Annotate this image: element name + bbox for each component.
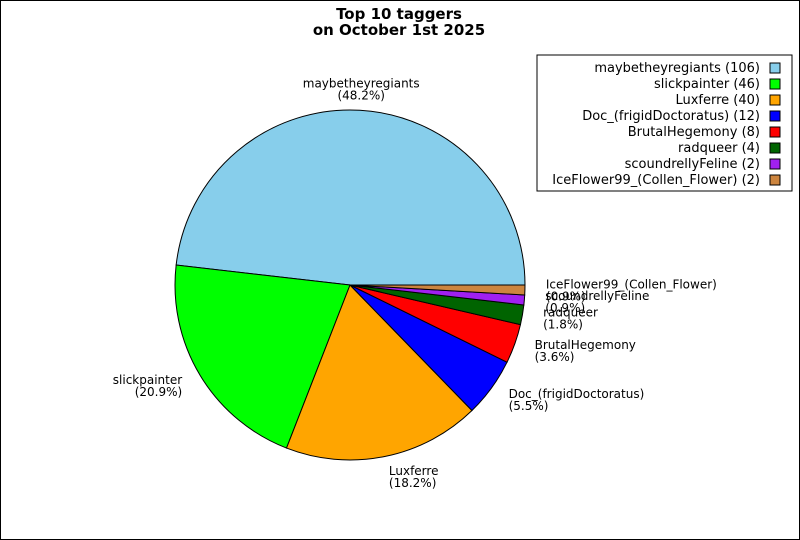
legend-label-scoundrellyfeline: scoundrellyFeline (2) xyxy=(625,157,760,172)
pie-slice-luxferre xyxy=(285,284,473,461)
legend-swatch-radqueer xyxy=(769,142,781,154)
legend-label-iceflower99-collen-flower: IceFlower99_(Collen_Flower) (2) xyxy=(552,173,760,188)
pie-slice-slickpainter xyxy=(174,264,351,449)
legend-swatch-maybetheyregiants xyxy=(769,62,781,74)
pie-slice-maybetheyregiants xyxy=(175,109,526,286)
slice-percent-brutalhegemony: (3.6%) xyxy=(535,350,575,364)
legend-label-radqueer: radqueer (4) xyxy=(678,141,760,156)
slice-label-radqueer: radqueer xyxy=(543,305,598,319)
slice-label-iceflower99-collen-flower: IceFlower99_(Collen_Flower) xyxy=(546,278,717,292)
slice-label-slickpainter: slickpainter xyxy=(113,373,182,387)
slice-percent-scoundrellyfeline: (0.9%) xyxy=(545,301,585,315)
slice-labels: maybetheyregiants(48.2%) slickpainter(20.… xyxy=(113,76,717,490)
pie-slice-iceflower99-collen-flower xyxy=(349,284,526,296)
slice-percent-doc-frigiddoctoratus: (5.5%) xyxy=(509,399,549,413)
slice-label-maybetheyregiants: maybetheyregiants xyxy=(303,76,420,90)
slice-label-scoundrellyfeline: scoundrellyFeline xyxy=(545,289,649,303)
legend: maybetheyregiants (106)slickpainter (46)… xyxy=(536,54,793,192)
slice-label-doc-frigiddoctoratus: Doc_(frigidDoctoratus) xyxy=(509,387,645,401)
slice-percent-radqueer: (1.8%) xyxy=(543,317,583,331)
legend-swatch-iceflower99-collen-flower xyxy=(769,174,781,186)
slice-percent-maybetheyregiants: (48.2%) xyxy=(337,88,384,102)
pie-slices xyxy=(174,109,526,461)
legend-box xyxy=(536,54,793,192)
legend-label-slickpainter: slickpainter (46) xyxy=(654,77,760,92)
slice-label-brutalhegemony: BrutalHegemony xyxy=(535,338,636,352)
slice-percent-iceflower99-collen-flower: (0.9%) xyxy=(546,290,586,304)
slice-percent-slickpainter: (20.9%) xyxy=(135,385,182,399)
legend-label-doc-frigiddoctoratus: Doc_(frigidDoctoratus) (12) xyxy=(582,109,760,124)
legend-swatch-brutalhegemony xyxy=(769,126,781,138)
legend-label-brutalhegemony: BrutalHegemony (8) xyxy=(628,125,760,140)
slice-percent-luxferre: (18.2%) xyxy=(389,476,436,490)
legend-swatch-slickpainter xyxy=(769,78,781,90)
legend-label-maybetheyregiants: maybetheyregiants (106) xyxy=(594,61,760,76)
legend-label-luxferre: Luxferre (40) xyxy=(675,93,760,108)
chart-title-line1: Top 10 taggers xyxy=(336,5,462,23)
chart-title-line2: on October 1st 2025 xyxy=(313,21,485,39)
legend-swatch-doc-frigiddoctoratus xyxy=(769,110,781,122)
slice-label-luxferre: Luxferre xyxy=(389,464,439,478)
legend-swatch-scoundrellyfeline xyxy=(769,158,781,170)
legend-swatch-luxferre xyxy=(769,94,781,106)
